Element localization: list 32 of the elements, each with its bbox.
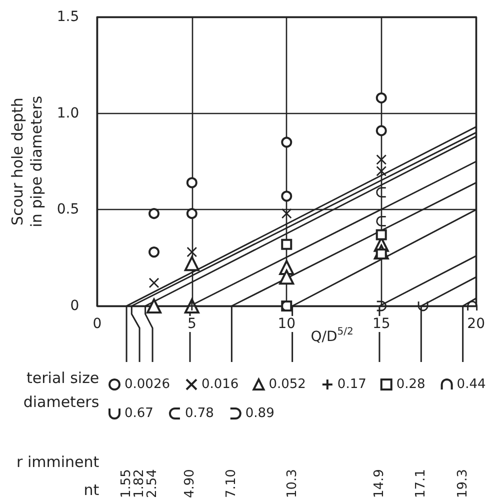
text: 1.55: [119, 469, 134, 498]
text: 10.3: [284, 469, 300, 498]
x-tick-label: 15: [372, 316, 390, 332]
legend-label: 0.78: [184, 406, 214, 421]
legend-label: 0.17: [337, 377, 366, 392]
legend-label: 0.0026: [124, 377, 170, 392]
x-tick-label: 0: [92, 316, 102, 332]
legend-label: 0.89: [245, 406, 274, 421]
text: 7.10: [224, 469, 240, 498]
text: 2.54: [145, 469, 160, 498]
legend-label: 0.016: [201, 377, 239, 392]
text: r imminent: [16, 453, 100, 471]
text: 4.90: [182, 469, 198, 498]
y-tick-label: 0: [70, 298, 80, 314]
text: diameters: [23, 393, 100, 411]
y-axis-title: Scour hole depth in pipe diameters: [8, 96, 46, 228]
text: 1.82: [132, 469, 148, 498]
y-tick-label: 1.5: [56, 9, 80, 25]
text: nt: [84, 481, 100, 499]
text: terial size: [26, 369, 100, 387]
y-tick-label: 0.5: [56, 202, 80, 218]
legend-label: 0.67: [124, 406, 154, 421]
text: 14.9: [372, 469, 387, 498]
legend-label: 0.44: [456, 377, 486, 392]
y-tick-label: 1.0: [56, 105, 80, 122]
x-tick-label: 5: [187, 316, 196, 332]
legend-label: 0.052: [268, 377, 306, 392]
text: 17.1: [414, 469, 429, 498]
text: 19.3: [455, 469, 470, 498]
legend-label: 0.28: [396, 377, 426, 392]
x-tick-label: 20: [467, 316, 486, 332]
x-tick-label: 10: [278, 316, 296, 332]
